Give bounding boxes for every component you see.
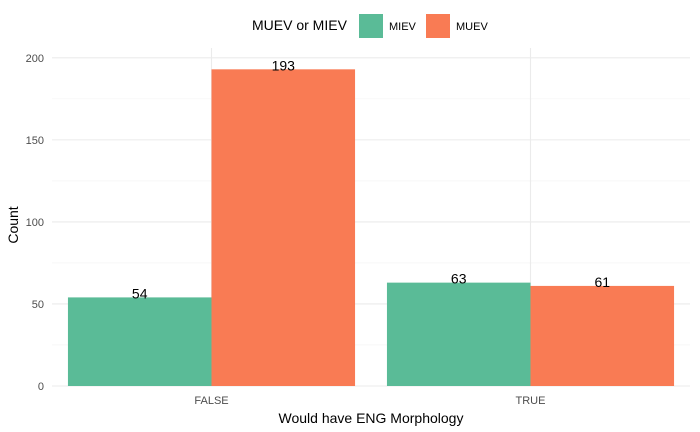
axes: 0 50 100 150 200 FALSE TRUE (26, 53, 546, 407)
legend: MUEV or MIEV MIEV MUEV (252, 14, 488, 38)
y-tick-label: 0 (38, 381, 44, 393)
y-axis-title: Count (5, 206, 21, 243)
y-tick-label: 200 (26, 53, 44, 65)
data-labels: 54 63 193 61 (132, 57, 610, 301)
data-label: 61 (594, 274, 610, 290)
y-tick-label: 50 (32, 299, 44, 311)
bar-muev-false (211, 69, 356, 387)
legend-label-miev: MIEV (389, 21, 417, 33)
y-tick-label: 100 (26, 217, 44, 229)
data-label: 193 (272, 57, 296, 73)
bar-muev-true (530, 285, 675, 386)
x-tick-label: FALSE (194, 395, 228, 407)
x-tick-label: TRUE (516, 395, 546, 407)
data-label: 63 (451, 271, 467, 287)
bar-miev-true (386, 282, 531, 386)
legend-label-muev: MUEV (456, 21, 488, 33)
legend-title: MUEV or MIEV (252, 17, 348, 33)
data-label: 54 (132, 285, 148, 301)
bar-miev-false (67, 297, 212, 386)
bars (67, 69, 675, 387)
x-axis-title: Would have ENG Morphology (279, 410, 464, 426)
legend-key-miev (359, 14, 383, 38)
y-tick-label: 150 (26, 135, 44, 147)
legend-key-muev (426, 14, 450, 38)
